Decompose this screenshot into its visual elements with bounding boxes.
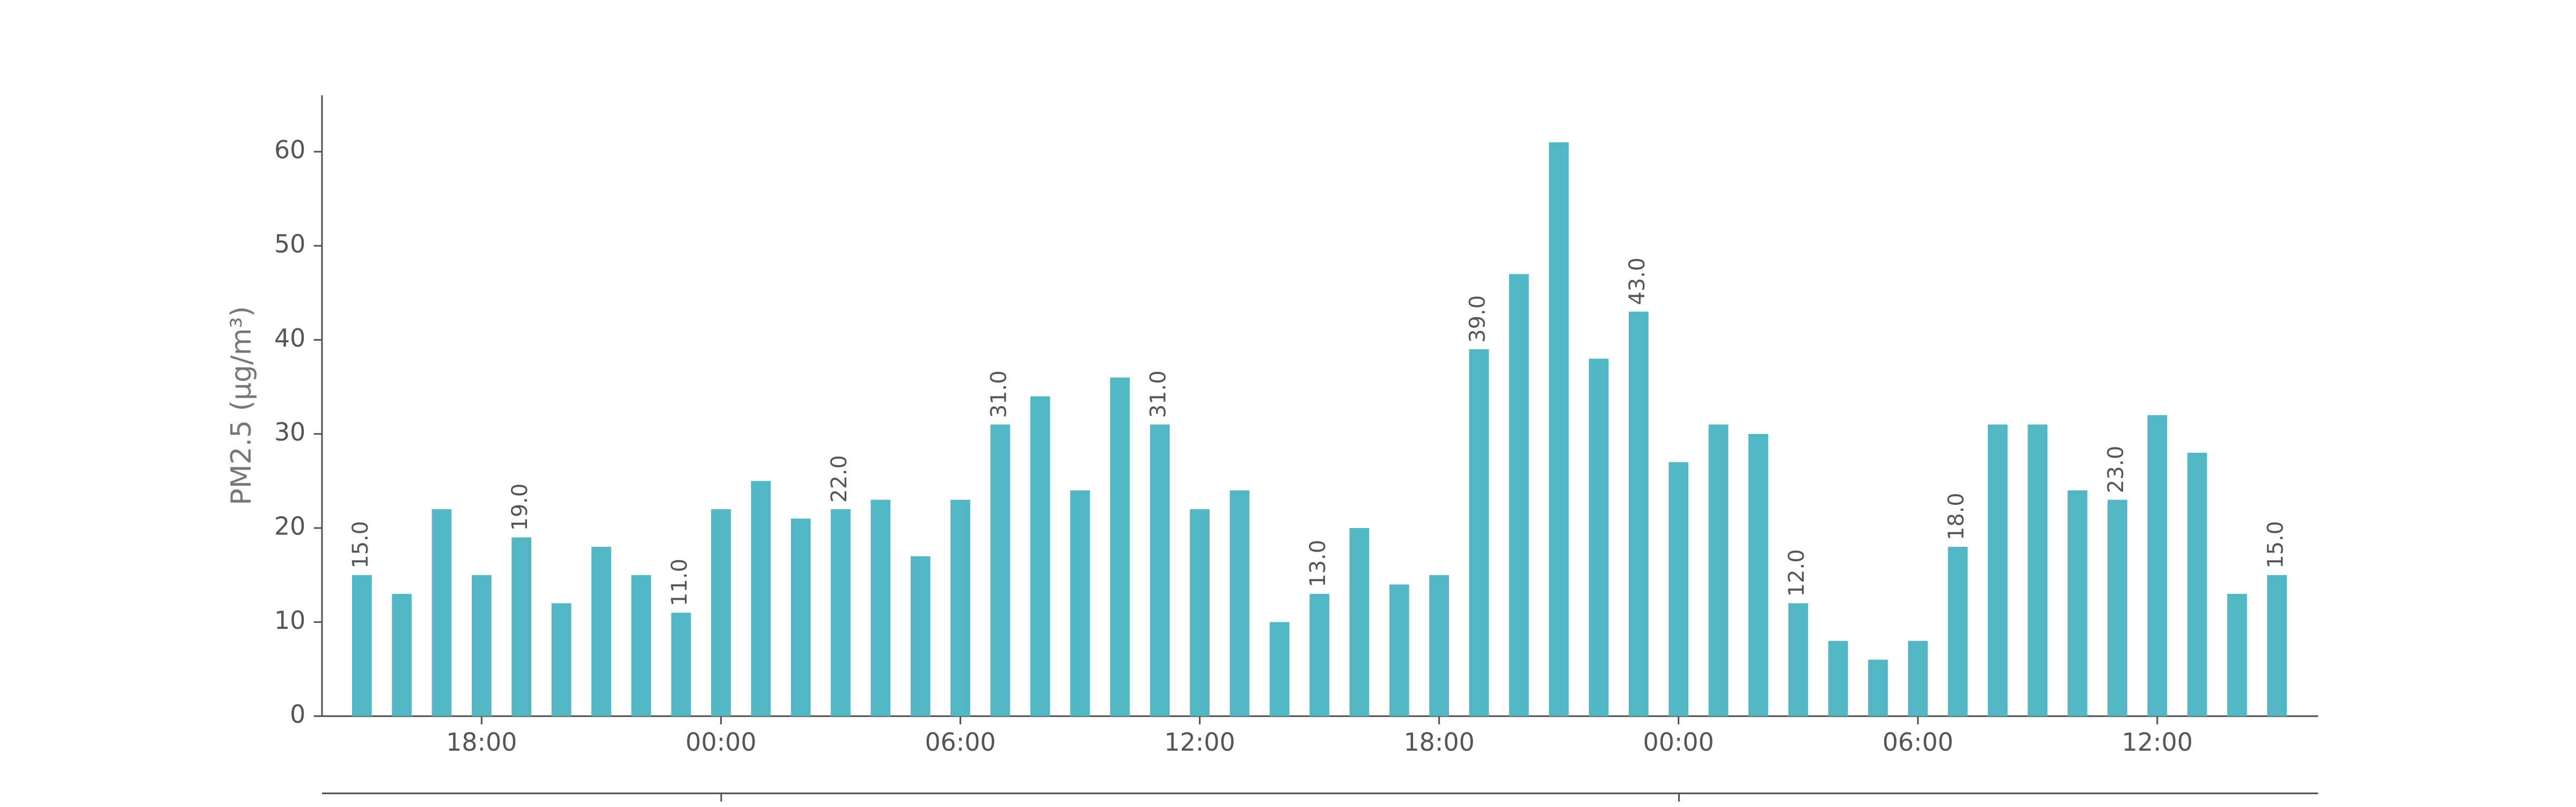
bar: [1948, 547, 1968, 716]
bar: [1349, 528, 1370, 716]
bar: [1908, 641, 1928, 716]
bar: [711, 509, 731, 716]
bar: [1668, 462, 1689, 716]
bar: [591, 547, 611, 716]
y-tick-label: 0: [290, 700, 305, 729]
value-label: 43.0: [1625, 258, 1650, 305]
bar: [791, 518, 811, 716]
bar: [631, 575, 652, 716]
x-tick-label: 18:00: [1403, 728, 1474, 757]
bar: [1190, 509, 1210, 716]
bar: [431, 509, 452, 716]
bar: [1110, 377, 1130, 716]
bar: [1469, 349, 1489, 716]
bar: [1030, 396, 1050, 716]
y-tick-label: 40: [274, 324, 305, 353]
bar: [551, 603, 572, 716]
y-tick-label: 10: [274, 606, 305, 635]
y-tick-label: 60: [274, 135, 305, 164]
x-tick-label: 12:00: [2122, 728, 2193, 757]
bar: [2187, 452, 2207, 716]
bar: [352, 575, 372, 716]
bar: [1628, 311, 1649, 716]
bar: [2267, 575, 2287, 716]
bar: [1269, 622, 1290, 716]
bar: [2067, 490, 2088, 716]
value-label: 22.0: [827, 455, 852, 503]
bar: [1788, 603, 1809, 716]
value-label: 18.0: [1944, 493, 1969, 540]
bar: [1828, 641, 1848, 716]
bar: [671, 612, 691, 716]
value-label: 15.0: [348, 521, 373, 569]
y-axis-label: PM2.5 (μg/m³): [225, 306, 258, 505]
value-label: 39.0: [1465, 295, 1490, 343]
bar: [1748, 434, 1768, 716]
bar: [2028, 424, 2048, 716]
value-label: 31.0: [1146, 370, 1171, 418]
bar: [1429, 575, 1449, 716]
bar: [1389, 584, 1409, 716]
value-label: 12.0: [1784, 549, 1809, 597]
bar: [392, 593, 412, 716]
x-tick-label: 12:00: [1164, 728, 1235, 757]
bar: [1549, 142, 1569, 716]
bar: [910, 556, 931, 716]
bar: [870, 500, 891, 716]
bar: [2107, 500, 2127, 716]
x-tick-label: 06:00: [1883, 728, 1953, 757]
y-tick-label: 20: [274, 512, 305, 541]
value-label: 13.0: [1306, 540, 1330, 588]
y-tick-label: 50: [274, 230, 305, 259]
x-tick-label: 00:00: [1643, 728, 1714, 757]
y-tick-label: 30: [274, 417, 305, 446]
bar: [751, 481, 771, 716]
bar: [990, 424, 1011, 716]
x-tick-label: 06:00: [925, 728, 996, 757]
value-label: 23.0: [2104, 446, 2128, 494]
bar: [1309, 593, 1329, 716]
bar: [2227, 593, 2247, 716]
x-tick-label: 18:00: [446, 728, 517, 757]
bar: [1988, 424, 2008, 716]
bar: [950, 500, 970, 716]
bar: [1708, 424, 1729, 716]
bar: [1589, 358, 1609, 716]
x-tick-label: 00:00: [685, 728, 756, 757]
value-label: 19.0: [508, 483, 532, 531]
bar: [1070, 490, 1090, 716]
bar: [831, 509, 851, 716]
bar: [2147, 415, 2168, 716]
bar: [472, 575, 492, 716]
bar: [511, 537, 532, 716]
value-label: 11.0: [668, 559, 692, 606]
value-label: 31.0: [986, 370, 1011, 418]
bar: [1230, 490, 1250, 716]
bar: [1868, 659, 1888, 716]
value-label: 15.0: [2263, 521, 2288, 569]
bar: [1509, 274, 1529, 716]
bar: [1150, 424, 1170, 716]
